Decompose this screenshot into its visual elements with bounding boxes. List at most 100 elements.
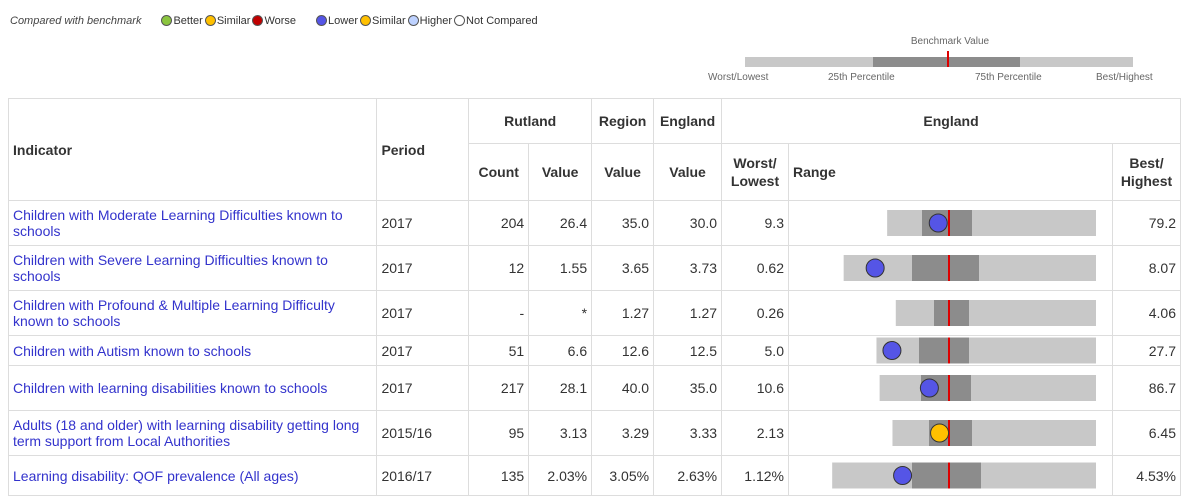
table-cell: 2016/17 [376, 455, 470, 496]
percentile-bar [911, 255, 979, 281]
legend-dot [161, 15, 173, 26]
range-bar [892, 420, 1096, 446]
table-cell: 1.55 [528, 245, 593, 291]
legend-dot [204, 15, 216, 26]
header: England [721, 98, 1181, 144]
table-cell: 9.3 [721, 200, 789, 246]
legend-dot [316, 15, 328, 26]
table-cell: 12.5 [653, 335, 723, 366]
key-bar [873, 57, 1020, 67]
table-cell: 1.12% [721, 455, 789, 496]
table-cell: 135 [468, 455, 530, 496]
table-cell: 35.0 [653, 365, 723, 411]
table-cell: 95 [468, 410, 530, 456]
key-title: Benchmark Value [911, 36, 990, 47]
header: Best/ Highest [1111, 143, 1181, 201]
header: Count [468, 143, 530, 201]
table-cell: 2017 [376, 245, 470, 291]
legend-entry: Higher [419, 15, 453, 27]
benchmark-line [947, 337, 950, 364]
table-cell: 12.6 [591, 335, 655, 366]
spine-chart [843, 255, 1096, 281]
range-bar [876, 337, 1096, 364]
table-cell: 2017 [376, 290, 470, 336]
range-cell [787, 200, 1113, 246]
percentile-bar [933, 300, 969, 326]
table-cell: 0.26 [721, 290, 789, 336]
table-row: Children with Autism known to schools 201… [7, 335, 1181, 366]
legend-group: Better Similar Worse [159, 15, 296, 27]
percentile-bar [918, 337, 969, 364]
table-cell: 30.0 [653, 200, 723, 246]
header: Period [376, 98, 470, 201]
header: Region [591, 98, 655, 144]
table-cell: Children with learning disabilities know… [7, 365, 378, 411]
table-cell: 1.27 [653, 290, 723, 336]
legend: Compared with benchmark Better Similar Wor… [10, 15, 556, 27]
legend-group: Lower Similar Higher Not Compared [314, 15, 538, 27]
table-cell: 4.53% [1111, 455, 1181, 496]
table-cell: 6.6 [528, 335, 593, 366]
table-cell: 2015/16 [376, 410, 470, 456]
key-label: 75th Percentile [975, 72, 1042, 83]
table-cell: 2017 [376, 335, 470, 366]
table-cell: 217 [468, 365, 530, 411]
table-cell: 3.73 [653, 245, 723, 291]
key-label: Best/Highest [1096, 72, 1153, 83]
table-row: Children with Profound & Multiple Learni… [7, 290, 1181, 336]
key-label: Worst/Lowest [708, 72, 769, 83]
legend-entry: Lower [328, 15, 358, 27]
table-cell: 4.06 [1111, 290, 1181, 336]
spine-chart [892, 420, 1096, 446]
table-cell: 0.62 [721, 245, 789, 291]
range-bar [879, 375, 1096, 401]
legend-entry: Not Compared [466, 15, 538, 27]
table-cell: Learning disability: QOF prevalence (All… [7, 455, 378, 496]
table-row: Learning disability: QOF prevalence (All… [7, 455, 1181, 496]
header: Value [653, 143, 723, 201]
area-marker [882, 341, 902, 360]
table-cell: Children with Moderate Learning Difficul… [7, 200, 378, 246]
table-cell: 204 [468, 200, 530, 246]
table-row: Children with Moderate Learning Difficul… [7, 200, 1181, 246]
legend-dot [407, 15, 419, 26]
range-cell [787, 410, 1113, 456]
table-cell: 79.2 [1111, 200, 1181, 246]
table-cell: * [528, 290, 593, 336]
benchmark-line [947, 255, 950, 281]
legend-label: Compared with benchmark [10, 15, 142, 27]
table-cell: 51 [468, 335, 530, 366]
page: Compared with benchmark Better Similar Wor… [7, 15, 1181, 496]
area-marker [893, 466, 913, 485]
table-cell: Children with Severe Learning Difficulti… [7, 245, 378, 291]
area-marker [919, 378, 939, 398]
key-label: 25th Percentile [828, 72, 895, 83]
range-cell [787, 365, 1113, 411]
range-cell [787, 455, 1113, 496]
header: Indicator [7, 98, 378, 201]
header: England [653, 98, 723, 144]
benchmark-line [947, 375, 950, 401]
legend-entry: Worse [264, 15, 297, 27]
spine-chart [895, 300, 1096, 326]
table-cell: Children with Profound & Multiple Learni… [7, 290, 378, 336]
table-cell: 12 [468, 245, 530, 291]
table-cell: 35.0 [591, 200, 655, 246]
spine-chart [879, 375, 1096, 401]
legend-dot [454, 15, 466, 26]
table-row: Children with Severe Learning Difficulti… [7, 245, 1181, 291]
table-cell: 28.1 [528, 365, 593, 411]
benchmark-line [947, 210, 950, 236]
indicator-table: Indicator Period Rutland Region England … [7, 98, 1181, 496]
table-cell: 86.7 [1111, 365, 1181, 411]
legend-entry: Better [173, 15, 203, 27]
area-marker [930, 423, 950, 443]
spine-chart [832, 462, 1096, 489]
header: Value [528, 143, 593, 201]
table-cell: 3.33 [653, 410, 723, 456]
table-cell: 3.05% [591, 455, 655, 496]
table-cell: 10.6 [721, 365, 789, 411]
table-cell: 3.13 [528, 410, 593, 456]
table-cell: 2017 [376, 200, 470, 246]
area-marker [928, 213, 948, 233]
